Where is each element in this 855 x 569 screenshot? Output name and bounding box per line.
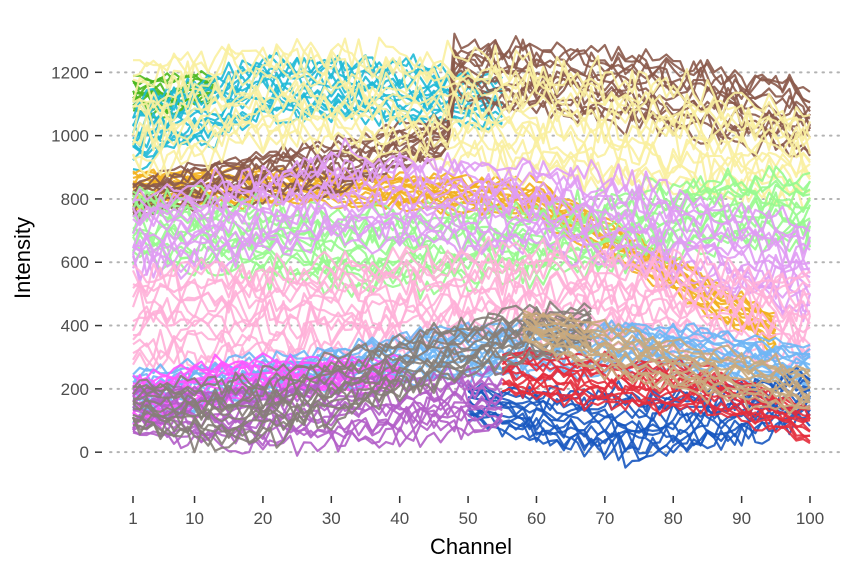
y-tick-label: 200 (61, 380, 89, 399)
x-tick-label: 1 (128, 509, 137, 528)
y-tick-label: 600 (61, 253, 89, 272)
x-axis-title: Channel (430, 534, 512, 559)
x-tick-label: 40 (390, 509, 409, 528)
x-tick-label: 30 (322, 509, 341, 528)
x-tick-label: 90 (732, 509, 751, 528)
x-tick-label: 70 (595, 509, 614, 528)
x-tick-label: 60 (527, 509, 546, 528)
y-tick-label: 800 (61, 190, 89, 209)
y-tick-label: 1200 (51, 63, 89, 82)
series-lines (133, 34, 810, 468)
x-tick-label: 100 (796, 509, 824, 528)
y-tick-label: 0 (80, 443, 89, 462)
x-tick-label: 80 (664, 509, 683, 528)
x-tick-label: 20 (253, 509, 272, 528)
x-tick-label: 50 (459, 509, 478, 528)
y-tick-label: 1000 (51, 127, 89, 146)
x-tick-label: 10 (185, 509, 204, 528)
y-tick-label: 400 (61, 317, 89, 336)
y-axis-title: Intensity (10, 217, 35, 299)
